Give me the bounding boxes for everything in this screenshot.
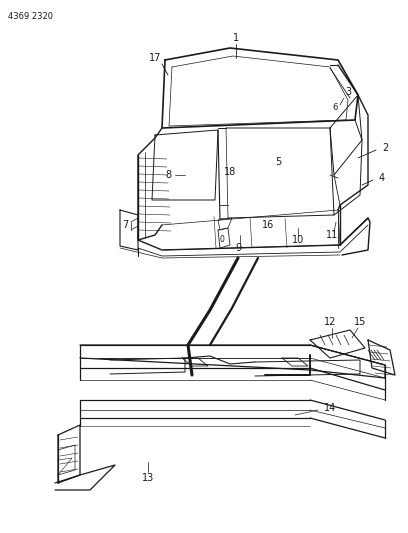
Text: 0: 0 — [220, 236, 224, 245]
Text: 9: 9 — [235, 243, 241, 253]
Text: 4: 4 — [379, 173, 385, 183]
Text: 5: 5 — [275, 157, 281, 167]
Text: 13: 13 — [142, 473, 154, 483]
Text: 15: 15 — [354, 317, 366, 327]
Text: 3: 3 — [345, 87, 351, 97]
Text: 6: 6 — [332, 103, 338, 112]
Text: 8: 8 — [165, 170, 171, 180]
Text: 1: 1 — [233, 33, 239, 43]
Text: 18: 18 — [224, 167, 236, 177]
Text: 2: 2 — [382, 143, 388, 153]
Text: 14: 14 — [324, 403, 336, 413]
Text: 11: 11 — [326, 230, 338, 240]
Text: 16: 16 — [262, 220, 274, 230]
Text: 10: 10 — [292, 235, 304, 245]
Text: 17: 17 — [149, 53, 161, 63]
Text: 7: 7 — [122, 220, 128, 230]
Text: 12: 12 — [324, 317, 336, 327]
Text: 4369 2320: 4369 2320 — [8, 12, 53, 21]
